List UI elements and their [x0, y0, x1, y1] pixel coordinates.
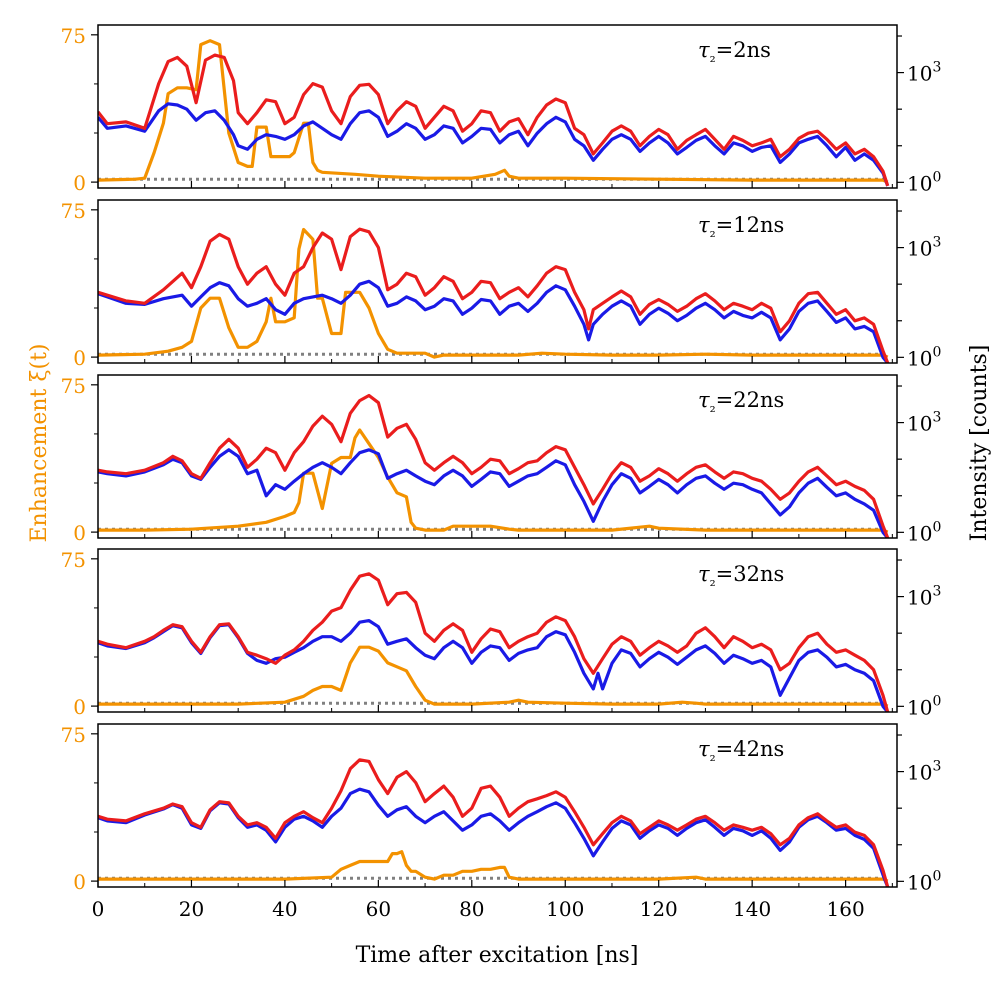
series-red-line [98, 572, 890, 712]
x-tick-label: 40 [272, 897, 297, 921]
panels-group: 0 75 100 103 τ₂=2ns 0 75 100 103 τ₂=12ns 0 75 100 103… [61, 24, 942, 895]
panel-5: 0 75 100 103 τ₂=42ns [61, 723, 942, 895]
left-y-tick-label: 75 [61, 723, 86, 747]
left-y-tick-label: 75 [61, 374, 86, 398]
right-y-tick-label: 100 [907, 519, 941, 545]
left-y-axis-label: Enhancement ξ(t) [27, 343, 52, 542]
right-y-tick-label: 100 [907, 169, 941, 195]
left-y-tick-label: 0 [73, 346, 86, 370]
panel-plot-area [98, 572, 890, 712]
series-red-line [98, 758, 890, 887]
panel-label: τ₂=2ns [698, 38, 771, 66]
right-y-tick-label: 103 [907, 584, 941, 610]
left-y-tick-label: 75 [61, 24, 86, 48]
right-y-tick-label: 100 [907, 868, 941, 894]
panel-label: τ₂=42ns [698, 737, 784, 765]
x-axis-label: Time after excitation [ns] [356, 943, 639, 968]
series-orange-line [98, 39, 889, 184]
series-orange-line [98, 850, 889, 883]
panel-frame [97, 374, 898, 539]
panel-frame [97, 199, 898, 364]
right-y-tick-label: 103 [907, 410, 941, 436]
series-orange-line [98, 645, 889, 708]
x-tick-label: 140 [733, 897, 771, 921]
x-tick-labels: 0 20 40 60 80 100 120 140 160 [92, 897, 865, 921]
left-y-tick-label: 0 [73, 695, 86, 719]
panel-label: τ₂=22ns [698, 388, 784, 416]
panel-plot-area [98, 758, 890, 887]
x-tick-label: 60 [366, 897, 391, 921]
series-red-line [98, 53, 890, 187]
right-y-tick-label: 100 [907, 344, 941, 370]
series-blue-line [98, 279, 889, 363]
x-tick-label: 120 [640, 897, 678, 921]
right-y-tick-label: 100 [907, 693, 941, 719]
x-tick-label: 0 [92, 897, 105, 921]
right-y-tick-label: 103 [907, 235, 941, 261]
panel-plot-area [98, 227, 890, 363]
panel-label: τ₂=12ns [698, 213, 784, 241]
panel-2: 0 75 100 103 τ₂=12ns [61, 199, 942, 371]
panel-1: 0 75 100 103 τ₂=2ns [61, 24, 942, 196]
panel-frame [97, 548, 898, 713]
left-y-tick-label: 0 [73, 171, 86, 195]
series-blue-line [98, 448, 889, 538]
panel-3: 0 75 100 103 τ₂=22ns [61, 374, 942, 546]
left-y-tick-label: 0 [73, 870, 86, 894]
panel-frame [97, 24, 898, 189]
x-tick-label: 20 [179, 897, 204, 921]
series-blue-line [98, 787, 890, 887]
x-tick-label: 160 [827, 897, 865, 921]
left-y-tick-label: 0 [73, 521, 86, 545]
series-blue-line [98, 102, 890, 187]
right-y-axis-label: Intensity [counts] [967, 345, 992, 542]
panel-frame [97, 723, 898, 888]
series-orange-line [98, 227, 889, 359]
series-blue-line [98, 619, 889, 712]
right-y-tick-label: 103 [907, 759, 941, 785]
series-red-line [98, 393, 890, 538]
right-y-tick-label: 103 [907, 60, 941, 86]
panel-plot-area [98, 393, 890, 538]
panel-4: 0 75 100 103 τ₂=32ns [61, 548, 942, 720]
left-y-tick-label: 75 [61, 199, 86, 223]
series-orange-line [98, 428, 889, 534]
series-red-line [98, 227, 890, 363]
left-y-tick-label: 75 [61, 548, 86, 572]
panel-label: τ₂=32ns [698, 562, 784, 590]
x-tick-label: 80 [459, 897, 484, 921]
panel-plot-area [98, 39, 890, 187]
x-tick-label: 100 [546, 897, 584, 921]
